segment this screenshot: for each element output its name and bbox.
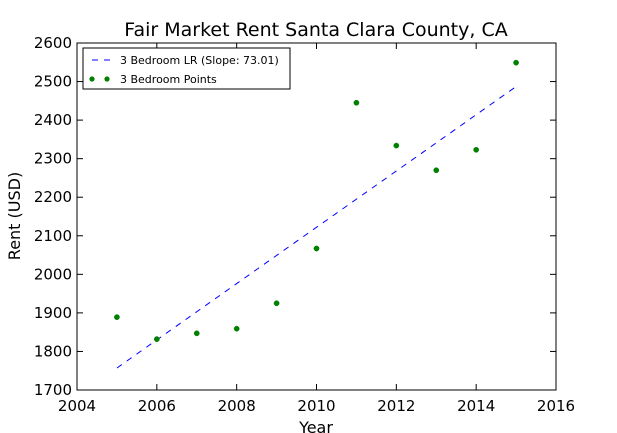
- y-tick-label: 2300: [34, 150, 72, 168]
- x-tick-label: 2006: [138, 397, 176, 415]
- data-point: [233, 325, 240, 332]
- data-point: [393, 142, 400, 149]
- y-tick-label: 2000: [34, 265, 72, 283]
- legend-box: [82, 47, 291, 90]
- y-tick-label: 1900: [34, 304, 72, 322]
- y-tick-label: 2400: [34, 111, 72, 129]
- x-tick-label: 2016: [537, 397, 575, 415]
- plot-frame: [76, 42, 557, 391]
- data-point: [433, 167, 440, 174]
- data-point: [313, 245, 320, 252]
- x-tick-label: 2010: [297, 397, 335, 415]
- legend-point-swatch: [104, 76, 110, 82]
- data-point: [153, 336, 160, 342]
- x-tick-label: 2008: [218, 397, 256, 415]
- y-axis-label: Rent (USD): [5, 172, 24, 260]
- legend-point-swatch: [89, 76, 95, 82]
- chart-title: Fair Market Rent Santa Clara County, CA: [124, 19, 507, 41]
- x-tick-label: 2012: [377, 397, 415, 415]
- y-tick-label: 1800: [34, 342, 72, 360]
- data-point: [273, 300, 280, 307]
- legend-label: 3 Bedroom LR (Slope: 73.01): [120, 54, 279, 67]
- y-tick-label: 2100: [34, 227, 72, 245]
- plot-area: 2004 2006 2008 2010 2012 2014 2016 1700 1800 1900…: [34, 34, 575, 415]
- data-point: [193, 330, 200, 337]
- x-tick-label: 2014: [457, 397, 495, 415]
- regression-line: [116, 86, 517, 369]
- legend-label: 3 Bedroom Points: [120, 73, 217, 86]
- y-tick-label: 2500: [34, 73, 72, 91]
- x-tick-label: 2004: [58, 397, 96, 415]
- data-point: [473, 146, 480, 153]
- data-point: [513, 59, 519, 66]
- data-point: [353, 99, 360, 106]
- x-axis-label: Year: [298, 418, 333, 433]
- y-tick-label: 2200: [34, 188, 72, 206]
- data-point: [114, 314, 120, 320]
- y-tick-label: 1700: [34, 381, 72, 399]
- y-tick-label: 2600: [34, 34, 72, 52]
